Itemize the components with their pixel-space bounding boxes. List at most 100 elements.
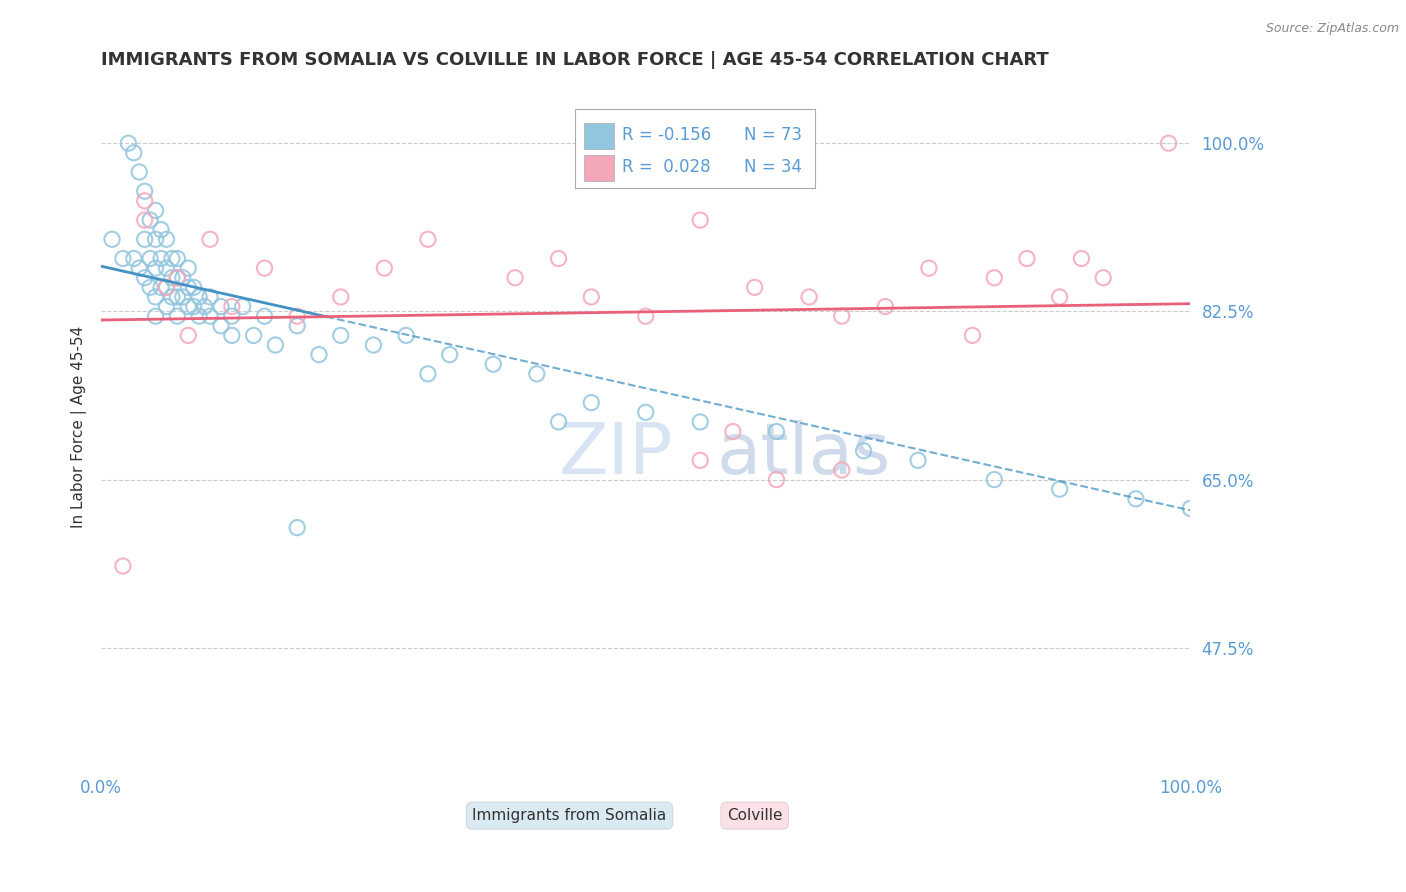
Point: [172, 290, 194, 304]
Point: [198, 232, 221, 246]
Point: [128, 261, 150, 276]
Point: [117, 136, 139, 151]
Point: [101, 232, 124, 246]
Point: [160, 270, 183, 285]
Point: [209, 318, 232, 333]
Point: [1015, 252, 1038, 266]
Point: [744, 280, 766, 294]
Text: atlas: atlas: [717, 419, 891, 489]
Point: [918, 261, 941, 276]
Point: [395, 328, 418, 343]
Point: [111, 559, 134, 574]
Text: Colville: Colville: [727, 808, 782, 823]
Text: R = -0.156: R = -0.156: [621, 126, 711, 144]
Point: [155, 261, 177, 276]
Point: [166, 309, 188, 323]
Point: [160, 290, 183, 304]
Point: [581, 290, 603, 304]
Point: [253, 261, 276, 276]
Point: [166, 252, 188, 266]
Point: [1049, 290, 1071, 304]
Point: [150, 252, 173, 266]
Text: IMMIGRANTS FROM SOMALIA VS COLVILLE IN LABOR FORCE | AGE 45-54 CORRELATION CHART: IMMIGRANTS FROM SOMALIA VS COLVILLE IN L…: [101, 51, 1049, 69]
Point: [721, 425, 744, 439]
Point: [145, 203, 167, 218]
Point: [547, 252, 569, 266]
Point: [198, 290, 221, 304]
Point: [155, 280, 177, 294]
Point: [145, 309, 167, 323]
Point: [831, 309, 853, 323]
Point: [285, 521, 308, 535]
Point: [852, 443, 875, 458]
Point: [139, 280, 162, 294]
Point: [172, 270, 194, 285]
Point: [983, 270, 1005, 285]
Point: [145, 290, 167, 304]
Point: [122, 145, 145, 160]
Text: N = 73: N = 73: [744, 126, 801, 144]
Point: [264, 338, 287, 352]
Point: [634, 309, 657, 323]
Point: [482, 357, 505, 371]
Point: [308, 348, 330, 362]
Point: [503, 270, 526, 285]
Point: [373, 261, 395, 276]
Point: [221, 309, 243, 323]
Point: [232, 300, 254, 314]
Point: [1125, 491, 1147, 506]
Point: [765, 473, 787, 487]
Point: [134, 232, 156, 246]
Point: [155, 232, 177, 246]
Point: [526, 367, 548, 381]
Point: [962, 328, 984, 343]
Point: [155, 300, 177, 314]
Point: [128, 165, 150, 179]
Point: [139, 252, 162, 266]
Y-axis label: In Labor Force | Age 45-54: In Labor Force | Age 45-54: [72, 326, 87, 528]
Point: [145, 232, 167, 246]
Point: [166, 290, 188, 304]
Point: [1180, 501, 1202, 516]
Point: [329, 328, 352, 343]
Point: [134, 213, 156, 227]
Text: Immigrants from Somalia: Immigrants from Somalia: [472, 808, 666, 823]
Point: [416, 367, 439, 381]
Text: ZIP: ZIP: [558, 419, 673, 489]
Point: [689, 213, 711, 227]
Point: [253, 309, 276, 323]
Point: [198, 309, 221, 323]
Point: [689, 453, 711, 467]
Point: [689, 415, 711, 429]
Point: [581, 395, 603, 409]
Point: [177, 261, 200, 276]
Point: [209, 300, 232, 314]
FancyBboxPatch shape: [575, 110, 814, 188]
Text: Source: ZipAtlas.com: Source: ZipAtlas.com: [1265, 22, 1399, 36]
Point: [416, 232, 439, 246]
Point: [831, 463, 853, 477]
Point: [183, 280, 205, 294]
Point: [177, 328, 200, 343]
Point: [155, 280, 177, 294]
Point: [634, 405, 657, 419]
Point: [242, 328, 264, 343]
Point: [221, 300, 243, 314]
Point: [111, 252, 134, 266]
Point: [285, 318, 308, 333]
Point: [797, 290, 820, 304]
Point: [188, 290, 211, 304]
Point: [122, 252, 145, 266]
Point: [134, 270, 156, 285]
Text: N = 34: N = 34: [744, 159, 801, 177]
Point: [134, 184, 156, 198]
Point: [983, 473, 1005, 487]
Point: [160, 252, 183, 266]
Point: [139, 213, 162, 227]
Point: [765, 425, 787, 439]
Point: [134, 194, 156, 208]
Text: R =  0.028: R = 0.028: [621, 159, 710, 177]
FancyBboxPatch shape: [583, 123, 614, 149]
Point: [1049, 482, 1071, 496]
Point: [145, 261, 167, 276]
